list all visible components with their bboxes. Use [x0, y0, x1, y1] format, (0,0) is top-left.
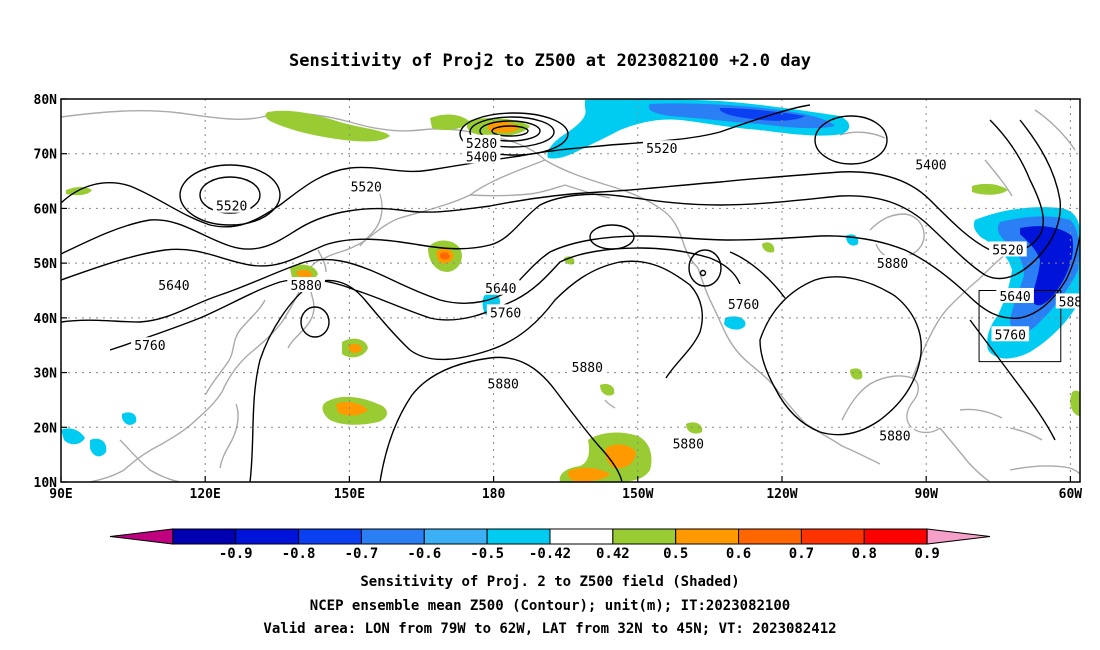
lat-tick-label: 40N: [34, 312, 58, 327]
lat-tick-label: 20N: [34, 421, 58, 436]
contour-label: 5880: [673, 438, 704, 453]
contour-label: 5400: [466, 150, 497, 165]
colorbar-swatch: [423, 528, 488, 545]
contour-label: 5400: [915, 159, 946, 174]
caption-line-2: NCEP ensemble mean Z500 (Contour); unit(…: [309, 598, 791, 614]
contour-label-bg: [212, 197, 251, 213]
map-frame: [60, 98, 1081, 483]
colorbar-swatch: [235, 528, 300, 545]
caption-line-1: Sensitivity of Proj. 2 to Z500 field (Sh…: [360, 574, 740, 590]
contour-label: 5640: [485, 282, 516, 297]
contour-label: 5880: [290, 279, 321, 294]
colorbar-swatch: [863, 528, 928, 545]
contour-label: 5280: [466, 137, 497, 152]
contour-label-bg: [131, 337, 169, 353]
colorbar-label: 0.5: [663, 546, 688, 562]
contour-label: 5880: [488, 378, 519, 393]
colorbar-label: 0.9: [914, 546, 939, 562]
contour-label-bg: [462, 134, 501, 150]
contour-label-bg: [568, 359, 607, 375]
contour-label: 5520: [351, 181, 382, 196]
contour-label-bg: [482, 279, 520, 295]
lon-tick-label: 120E: [190, 487, 221, 502]
contour-label-bg: [484, 375, 523, 391]
contour-label-bg: [287, 277, 325, 293]
colorbar-label: -0.8: [282, 546, 316, 562]
contour-label: 5880: [572, 361, 603, 376]
figure-title: Sensitivity of Proj2 to Z500 at 20230821…: [289, 51, 811, 71]
contour-label: 5880: [877, 257, 908, 272]
colorbar-swatch: [172, 528, 237, 545]
sensitivity-shading: [61, 99, 1080, 482]
lon-tick-label: 90W: [914, 487, 938, 502]
lat-tick-label: 30N: [34, 367, 58, 382]
colorbar-swatch: [675, 528, 740, 545]
contour-label-bg: [155, 277, 193, 293]
colorbar-label: -0.6: [407, 546, 441, 562]
lat-tick-label: 10N: [34, 476, 58, 491]
contour-label: 588: [1059, 295, 1082, 310]
contour-label: 5880: [879, 429, 910, 444]
caption-line-3: Valid area: LON from 79W to 62W, LAT fro…: [263, 621, 837, 637]
contour-label-bg: [462, 148, 501, 164]
contour-label: 5640: [158, 279, 189, 294]
map-axes: 90E 120E 150E 180 150W 120W 90W 60W 80N 70N 60N 50N…: [34, 93, 1083, 502]
contour-label: 5640: [999, 290, 1030, 305]
contour-label-bg: [991, 326, 1030, 342]
colorbar-swatch: [486, 528, 551, 545]
contour-label-bg: [669, 435, 708, 451]
lon-tick-label: 150W: [622, 487, 653, 502]
colorbar-swatch: [800, 528, 865, 545]
map-gridlines: [61, 99, 1080, 482]
colorbar-swatch: [360, 528, 425, 545]
contour-label-bg: [724, 296, 763, 312]
lon-tick-label: 120W: [766, 487, 797, 502]
contour-label-bg: [873, 255, 912, 271]
contour-label: 5760: [490, 306, 521, 321]
colorbar-label: 0.7: [789, 546, 814, 562]
contour-label-bg: [486, 304, 525, 320]
colorbar-label: -0.5: [470, 546, 504, 562]
contour-label-bg: [876, 427, 914, 443]
colorbar-arrow-right: [926, 528, 991, 545]
lat-tick-label: 60N: [34, 202, 58, 217]
contour-label: 5760: [134, 339, 165, 354]
colorbar-label: -0.7: [345, 546, 379, 562]
contour-label: 5520: [216, 200, 247, 215]
contour-label: 5520: [646, 142, 677, 157]
contour-label: 5760: [995, 328, 1026, 343]
lon-tick-label: 60W: [1059, 487, 1083, 502]
colorbar-label: 0.42: [596, 546, 630, 562]
colorbar: -0.9 -0.8 -0.7 -0.6 -0.5 -0.42 0.42 0.5 0.6 0.7 0.…: [109, 528, 991, 562]
colorbar-swatch: [549, 528, 614, 545]
colorbar-label: -0.9: [219, 546, 253, 562]
colorbar-label: 0.8: [852, 546, 877, 562]
lon-tick-label: 90E: [49, 487, 72, 502]
contour-label-bg: [989, 241, 1027, 257]
lat-tick-label: 70N: [34, 148, 58, 163]
contour-label: 5520: [992, 243, 1023, 258]
contour-label-bg: [643, 140, 681, 156]
lat-tick-label: 50N: [34, 257, 58, 272]
lon-tick-label: 180: [482, 487, 506, 502]
z500-contours: [61, 104, 1080, 482]
contour-label-bg: [1055, 293, 1080, 309]
colorbar-swatch: [738, 528, 802, 545]
contour-label-bg: [347, 178, 386, 194]
colorbar-swatch: [612, 528, 677, 545]
colorbar-arrow-left: [109, 528, 174, 545]
contour-label-bg: [912, 156, 950, 172]
lat-tick-label: 80N: [34, 93, 58, 108]
colorbar-label: 0.6: [726, 546, 751, 562]
colorbar-label: -0.42: [529, 546, 571, 562]
contour-label: 5760: [728, 298, 759, 313]
contour-label-bg: [996, 287, 1034, 303]
lon-tick-label: 150E: [334, 487, 365, 502]
colorbar-swatch: [298, 528, 362, 545]
